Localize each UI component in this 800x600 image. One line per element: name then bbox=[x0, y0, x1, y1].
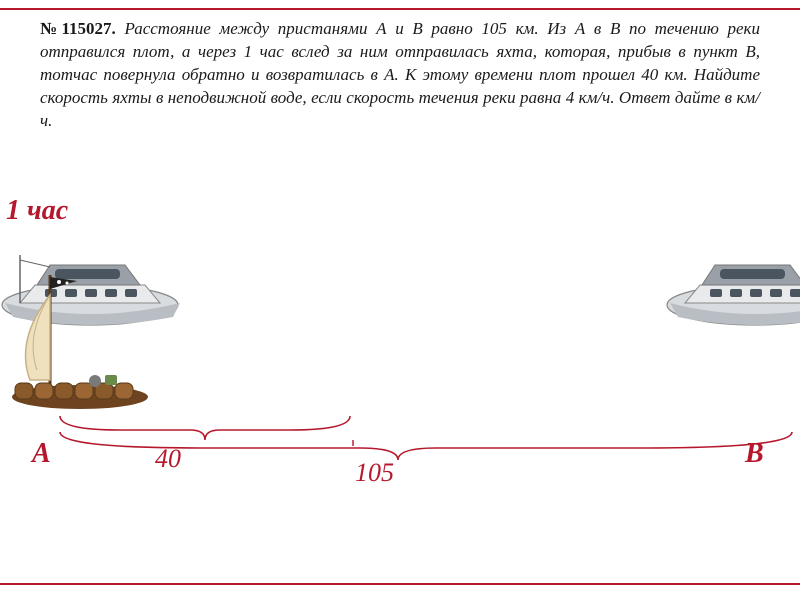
distance-105: 105 bbox=[355, 458, 394, 488]
time-label: 1 час bbox=[6, 195, 68, 227]
problem-number: №115027. bbox=[40, 19, 116, 38]
top-border-line bbox=[0, 8, 800, 10]
problem-statement: №115027. Расстояние между пристанями А и… bbox=[0, 0, 800, 141]
raft bbox=[5, 255, 155, 415]
problem-body: Расстояние между пристанями А и В равно … bbox=[40, 19, 760, 130]
distance-40: 40 bbox=[155, 444, 181, 474]
point-a-label: А bbox=[32, 438, 51, 470]
yacht-right bbox=[660, 225, 800, 335]
point-b-label: В bbox=[745, 438, 764, 470]
bottom-border-line bbox=[0, 583, 800, 585]
